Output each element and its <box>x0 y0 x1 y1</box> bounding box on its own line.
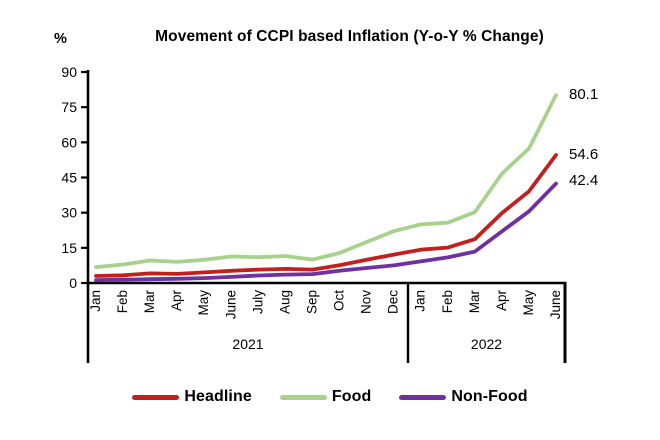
x-axis-month-label: Oct <box>332 290 347 311</box>
x-axis-month-label: Dec <box>386 290 401 314</box>
legend-item-nonfood: Non-Food <box>399 388 528 406</box>
y-axis-tick-label: 60 <box>61 134 77 150</box>
y-axis-tick-label: 90 <box>61 64 77 80</box>
x-axis-month-label: Nov <box>359 290 374 314</box>
x-axis-month-label: May <box>196 290 211 316</box>
x-axis-month-label: Apr <box>494 290 509 312</box>
series-line-headline <box>94 153 558 278</box>
legend-label-nonfood: Non-Food <box>451 388 528 405</box>
legend-label-headline: Headline <box>184 388 252 405</box>
x-axis-year-group-2021: 2021 <box>232 336 264 352</box>
x-axis-month-label: Jan <box>413 290 428 312</box>
food-end-value-label: 80.1 <box>569 86 599 103</box>
y-axis-tick-label: 0 <box>69 275 77 291</box>
y-axis-tick-label: 45 <box>61 170 77 186</box>
x-axis-month-label: June <box>223 290 238 319</box>
y-axis-tick-label: 30 <box>61 205 77 221</box>
x-axis-year-group-2022: 2022 <box>470 336 503 352</box>
x-axis-month-label: July <box>250 290 265 314</box>
food-line-swatch-icon <box>279 394 327 400</box>
y-axis-unit-label: % <box>54 31 67 47</box>
legend-label-food: Food <box>331 388 372 405</box>
headline-end-value-label: 54.6 <box>569 146 599 163</box>
headline-line-swatch-icon <box>132 394 180 400</box>
x-axis-month-label: Aug <box>277 290 292 314</box>
nonfood-line-swatch-icon <box>399 394 447 400</box>
legend: Headline Food Non-Food <box>0 388 660 406</box>
x-axis-month-label: May <box>521 290 536 316</box>
nonfood-end-value-label: 42.4 <box>569 172 599 189</box>
x-axis-month-label: Apr <box>169 290 184 312</box>
y-axis-tick-label: 75 <box>61 99 77 115</box>
series-line-food <box>94 93 558 270</box>
x-axis-month-label: Feb <box>115 290 130 313</box>
x-axis-month-label: Mar <box>467 289 482 313</box>
x-axis-month-label: Mar <box>142 289 157 313</box>
x-axis-month-label: June <box>548 290 563 319</box>
x-axis-month-label: Jan <box>88 290 103 312</box>
chart-title: Movement of CCPI based Inflation (Y-o-Y … <box>155 28 544 45</box>
x-axis-month-label: Feb <box>440 290 455 313</box>
y-axis-tick-label: 15 <box>61 240 77 256</box>
x-axis-month-label: Sep <box>304 290 319 314</box>
series-line-nonfood <box>94 181 558 283</box>
legend-item-food: Food <box>279 388 372 406</box>
legend-item-headline: Headline <box>132 388 252 406</box>
